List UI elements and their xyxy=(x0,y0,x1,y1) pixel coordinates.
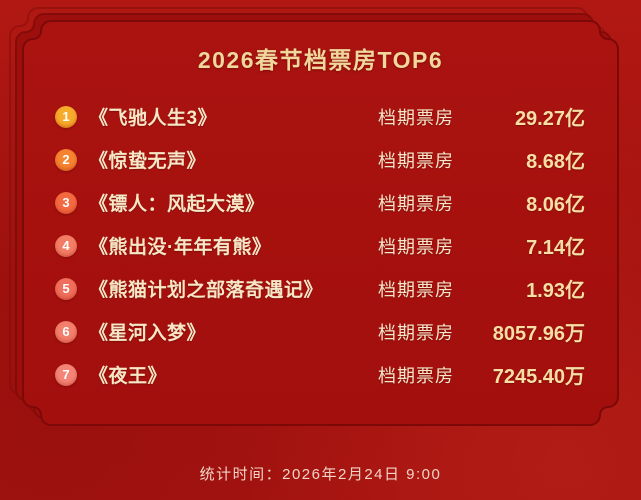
rank-badge: 5 xyxy=(55,277,77,300)
stats-timestamp: 统计时间：2026年2月24日 9:00 xyxy=(199,466,442,483)
movie-title: 《熊出没·年年有熊》 xyxy=(89,237,272,258)
box-office-value: 8.68亿 xyxy=(526,151,585,173)
ranking-row: 1 《飞驰人生3》 档期票房 29.27亿 xyxy=(55,95,585,138)
metric-label: 档期票房 xyxy=(378,236,454,257)
rank-badge: 3 xyxy=(55,191,77,214)
movie-title: 《夜王》 xyxy=(89,366,168,387)
movie-title: 《惊蛰无声》 xyxy=(89,151,207,172)
box-office-value: 8.06亿 xyxy=(526,194,585,216)
ranking-row: 6 《星河入梦》 档期票房 8057.96万 xyxy=(55,310,585,353)
metric-label: 档期票房 xyxy=(378,150,454,171)
box-office-value: 29.27亿 xyxy=(514,108,585,130)
ranking-list: 1 《飞驰人生3》 档期票房 29.27亿 2 《惊蛰无声》 档期票房 8.68… xyxy=(55,95,585,396)
ranking-row: 2 《惊蛰无声》 档期票房 8.68亿 xyxy=(55,138,585,181)
metric-label: 档期票房 xyxy=(378,365,454,386)
ranking-row: 4 《熊出没·年年有熊》 档期票房 7.14亿 xyxy=(55,224,585,267)
rank-badge: 4 xyxy=(55,234,77,257)
rank-badge: 1 xyxy=(55,105,77,128)
metric-label: 档期票房 xyxy=(378,322,454,343)
panel-surface xyxy=(22,20,619,426)
box-office-value: 7245.40万 xyxy=(492,366,585,388)
ranking-row: 7 《夜王》 档期票房 7245.40万 xyxy=(55,353,585,396)
movie-title: 《飞驰人生3》 xyxy=(89,108,218,129)
box-office-value: 1.93亿 xyxy=(526,280,585,302)
movie-title: 《镖人：风起大漠》 xyxy=(89,194,265,215)
rank-badge: 6 xyxy=(55,320,77,343)
rank-badge: 7 xyxy=(55,363,77,386)
metric-label: 档期票房 xyxy=(378,279,454,300)
metric-label: 档期票房 xyxy=(378,107,454,128)
movie-title: 《星河入梦》 xyxy=(89,323,207,344)
page-title: 2026春节档票房TOP6 xyxy=(197,47,444,73)
movie-title: 《熊猫计划之部落奇遇记》 xyxy=(89,280,324,301)
ranking-row: 5 《熊猫计划之部落奇遇记》 档期票房 1.93亿 xyxy=(55,267,585,310)
box-office-value: 8057.96万 xyxy=(492,323,585,345)
metric-label: 档期票房 xyxy=(378,193,454,214)
box-office-value: 7.14亿 xyxy=(526,237,585,259)
ranking-row: 3 《镖人：风起大漠》 档期票房 8.06亿 xyxy=(55,181,585,224)
rank-badge: 2 xyxy=(55,148,77,171)
